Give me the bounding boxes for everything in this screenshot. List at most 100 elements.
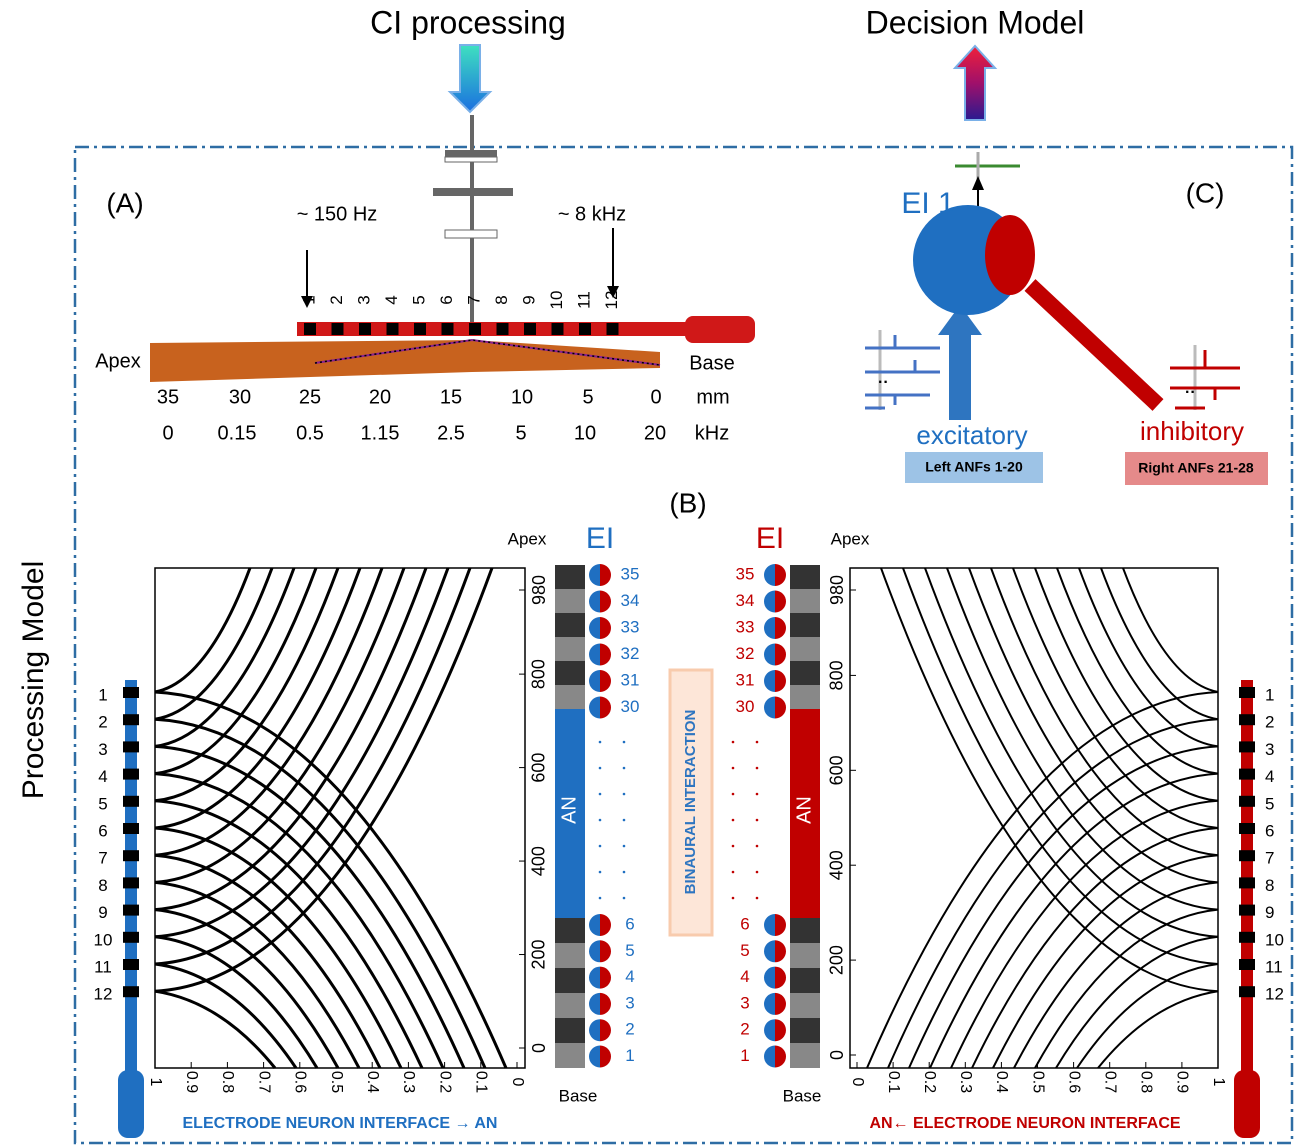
an-block (790, 565, 820, 589)
an-block (790, 1043, 820, 1068)
base-label: Base (559, 1086, 598, 1105)
dot (756, 819, 759, 822)
panel-a (150, 115, 755, 382)
electrode-label: 3 (1265, 740, 1274, 759)
scale-label: 20 (644, 422, 666, 444)
curve (1057, 568, 1218, 774)
electrode (304, 323, 316, 335)
input-label: Right ANFs 21-28 (1138, 460, 1254, 476)
dot (599, 819, 602, 822)
dot (732, 871, 735, 874)
an-block (555, 661, 585, 685)
electrode-label: 2 (1265, 713, 1274, 732)
dot (599, 741, 602, 744)
electrode-label: 6 (437, 295, 456, 304)
unit-label: mm (696, 386, 729, 408)
neuron-label: 5 (740, 941, 749, 960)
electrode-label: 8 (98, 876, 107, 895)
dot (756, 793, 759, 796)
electrode-array (297, 322, 690, 336)
title-left: CI processing (370, 4, 566, 40)
footer-label: AN← ELECTRODE NEURON INTERFACE (869, 1115, 1180, 1132)
electrode (1239, 823, 1255, 834)
neuron-half (764, 1019, 775, 1041)
curve (1077, 964, 1218, 1068)
electrode (123, 905, 139, 916)
y-tick-label: 0 (529, 1043, 549, 1053)
dot (756, 871, 759, 874)
x-tick-label: 0.1 (885, 1071, 902, 1093)
base-label: Base (689, 352, 735, 374)
y-tick-label: 600 (827, 755, 847, 785)
neuron-half (589, 967, 600, 989)
electrode (552, 323, 564, 335)
apex-label: Apex (95, 350, 141, 372)
center-label: BINAURAL INTERACTION (682, 710, 699, 895)
electrode-label: 3 (354, 295, 373, 304)
y-tick-label: 0 (827, 1050, 847, 1060)
neuron-half (764, 914, 775, 936)
an-block (790, 661, 820, 685)
svg-text:··: ·· (878, 374, 889, 391)
electrode (579, 323, 591, 335)
x-tick-label: 1 (1210, 1078, 1227, 1087)
neuron-half (764, 670, 775, 692)
y-tick-label: 400 (827, 850, 847, 880)
curve (1056, 937, 1218, 1068)
input-label: Left ANFs 1-20 (925, 459, 1023, 475)
neuron-label: 2 (740, 1020, 749, 1039)
neuron-half (589, 697, 600, 719)
curve (155, 855, 380, 1068)
neuron-label: 5 (625, 941, 634, 960)
scale-label: 20 (369, 386, 391, 408)
curve (155, 568, 294, 746)
neuron-label: 32 (621, 644, 640, 663)
electrode-label: 1 (299, 295, 318, 304)
electrode (1239, 850, 1255, 861)
x-tick-label: 0.6 (292, 1071, 309, 1093)
y-tick-label: 200 (529, 940, 549, 970)
dot (623, 819, 626, 822)
electrode-label: 12 (1265, 985, 1284, 1004)
electrode-label: 1 (1265, 685, 1274, 704)
plot-frame (155, 568, 525, 1068)
electrode-label: 7 (1265, 849, 1274, 868)
y-tick-label: 400 (529, 846, 549, 876)
neuron-half (775, 617, 786, 639)
electrode (1239, 687, 1255, 698)
neuron-half (600, 993, 611, 1015)
neuron-half (600, 914, 611, 936)
an-block (555, 968, 585, 993)
neuron-half (775, 993, 786, 1015)
an-block (790, 993, 820, 1018)
neuron-label: 6 (740, 914, 749, 933)
output-arrow (955, 46, 995, 120)
x-tick-label: 0.4 (993, 1071, 1010, 1093)
electrode (123, 741, 139, 752)
neuron-half (775, 697, 786, 719)
dot (732, 793, 735, 796)
neuron-label: 34 (736, 591, 755, 610)
neuron-label: 1 (740, 1046, 749, 1065)
neuron-half (589, 1046, 600, 1068)
x-tick-label: 1 (147, 1078, 164, 1087)
electrode-label: 1 (98, 685, 107, 704)
an-label: AN (558, 796, 580, 824)
electrode-label: 9 (519, 295, 538, 304)
neuron-label: 35 (736, 564, 755, 583)
curve (993, 855, 1218, 1068)
electrode (1239, 877, 1255, 888)
electrode (1239, 959, 1255, 970)
annotation: ~ 150 Hz (297, 203, 378, 225)
scale-label: 15 (440, 386, 462, 408)
y-tick-label: 980 (529, 575, 549, 605)
an-block (790, 685, 820, 709)
scale-label: 10 (574, 422, 596, 444)
x-tick-label: 0.5 (328, 1071, 345, 1093)
curve (1123, 568, 1218, 692)
neuron-half (600, 670, 611, 692)
neuron-half (589, 993, 600, 1015)
electrode (123, 823, 139, 834)
dot (599, 845, 602, 848)
an-block (555, 613, 585, 637)
